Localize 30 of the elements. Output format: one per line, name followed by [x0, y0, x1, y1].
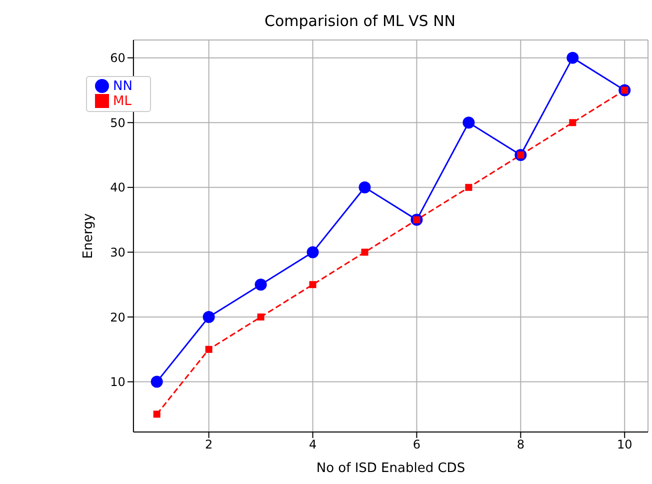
point: [205, 346, 212, 353]
point: [462, 116, 475, 129]
y-axis-title: Energy: [81, 212, 96, 259]
point: [150, 376, 163, 388]
y-tick-label: 20: [110, 310, 126, 324]
chart-title: Comparision of ML VS NN: [263, 11, 457, 32]
y-tick-label: 40: [110, 180, 126, 195]
legend-label: NN: [113, 79, 132, 94]
point: [465, 184, 472, 191]
point: [569, 119, 576, 126]
y-tick-label: 50: [110, 116, 126, 130]
x-tick-label: 6: [412, 438, 421, 452]
point: [306, 246, 319, 258]
x-axis-title: No of ISD Enabled CDS: [316, 461, 466, 476]
point: [566, 52, 579, 64]
point: [361, 248, 368, 256]
point: [257, 313, 264, 320]
point: [153, 410, 160, 418]
legend-label: ML: [113, 94, 132, 109]
y-tick-label: 10: [110, 375, 126, 390]
y-tick-label: 60: [110, 51, 126, 66]
point: [254, 278, 267, 291]
x-tick-label: 2: [204, 438, 213, 452]
y-tick-label: 30: [110, 245, 126, 260]
x-tick-label: 10: [616, 438, 632, 452]
point: [358, 181, 371, 194]
x-tick-label: 4: [308, 438, 317, 452]
x-tick-label: 8: [516, 438, 524, 452]
point: [309, 281, 316, 288]
point: [202, 310, 215, 323]
